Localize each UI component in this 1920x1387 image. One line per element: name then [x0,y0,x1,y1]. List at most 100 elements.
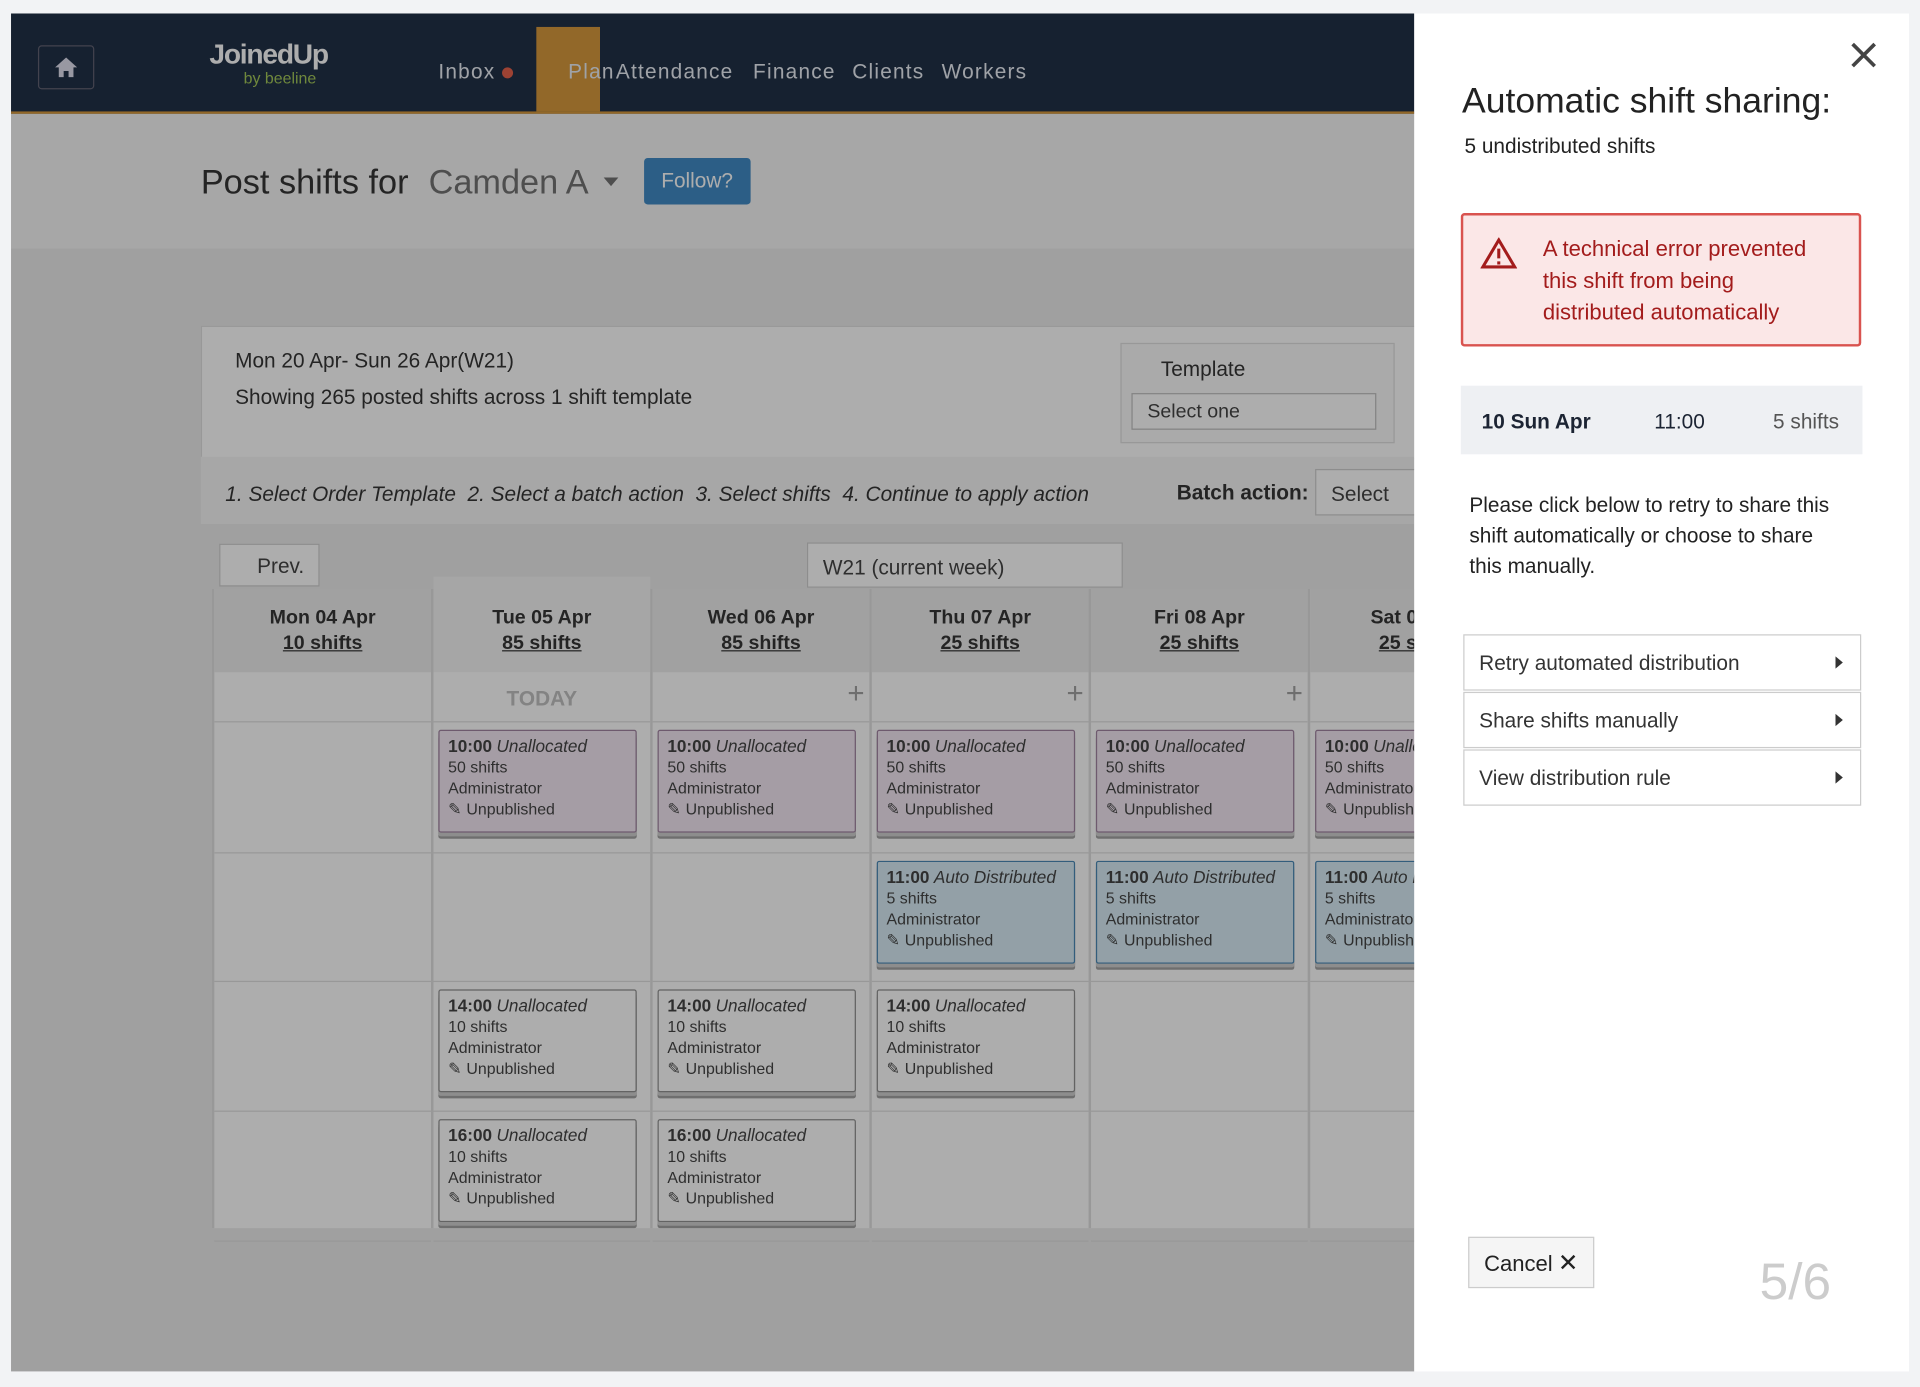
card-state-line: ✎Unpublished [667,798,846,819]
row-line [433,1110,651,1112]
day-count[interactable]: 25 shifts [1159,633,1240,654]
row-line [1310,1110,1415,1112]
card-heading: 11:00 Auto Distributed [887,867,1066,888]
card-time: 14:00 [667,995,712,1016]
card-status: Unallocated [934,995,1026,1016]
row-line [871,1240,1089,1242]
card-status: Unallocated [715,995,807,1016]
pager: 5/6 [1759,1252,1832,1311]
card-state-line: ✎Unpublished [448,798,627,819]
row-line [1310,852,1415,854]
panel-message: Please click below to retry to share thi… [1469,493,1830,578]
week-select[interactable]: W21 (current week) [806,542,1123,588]
card-state-line: ✎Unpublished [1106,798,1285,819]
day-count[interactable]: 85 shifts [721,633,801,654]
card-heading: 10:00 Unallocated [448,736,627,757]
day-count[interactable]: 25 shifts [1378,633,1414,654]
home-button[interactable] [37,45,95,90]
showing: Showing 265 posted shifts across 1 shift… [235,385,693,409]
card-time: 10:00 [1105,735,1150,756]
caret [603,177,619,187]
day-count[interactable]: 10 shifts [282,633,363,654]
card-status: Unallocated [715,735,807,756]
row-line [1091,1110,1308,1112]
card-status: Unallocated [496,1125,587,1145]
add-button[interactable]: + [1066,677,1084,711]
cancel-button[interactable]: Cancel ✕ [1468,1236,1595,1289]
location[interactable]: Camden A [428,162,589,201]
prev-button[interactable]: Prev. [219,543,320,587]
action-item[interactable]: Retry automated distribution [1463,634,1862,691]
day-header: Wed 06 Apr 85 shifts [652,588,870,673]
template-select[interactable]: Select one [1131,393,1377,430]
row-line [214,852,432,854]
batch-select[interactable]: Select [1315,468,1415,516]
shift-card[interactable]: 14:00 Unallocated 10 shifts Administrator ✎… [876,989,1076,1093]
card-heading: 11:00 Auto Distributed [1325,867,1414,888]
pencil-icon: ✎ [886,1059,900,1078]
card-role: Administrator [448,1168,542,1187]
nav-item[interactable]: Plan [568,60,615,84]
nav-item[interactable]: Inbox [438,60,496,84]
pencil-icon: ✎ [1105,799,1120,818]
nav-item[interactable]: Attendance [615,60,734,84]
top-nav: JoinedUp by beeline Inbox Plan Attendance F… [11,13,1415,114]
card-state-line: ✎Unpublished [1106,929,1285,950]
row-line [433,1240,651,1242]
nav-item[interactable]: Clients [852,60,925,84]
cancel-text: Cancel [1484,1251,1553,1276]
brand-sub: by beeline [243,68,317,87]
main-app: JoinedUp by beeline Inbox Plan Attendance F… [11,13,1415,1372]
card-count: 50 shifts [886,757,946,777]
nav-item[interactable]: Finance [753,60,836,84]
card-time: 10:00 [448,735,493,756]
pencil-icon: ✎ [448,1059,462,1078]
action-item[interactable]: Share shifts manually [1463,691,1862,749]
pencil-icon: ✎ [667,799,681,818]
close-icon[interactable] [1849,40,1878,69]
card-state-line: ✎Unpublished [887,929,1066,950]
shift-card[interactable]: 14:00 Unallocated 10 shifts Administrator ✎… [438,989,637,1093]
batch-label: Batch action: [1176,481,1309,505]
card-status: Unallocated [715,1125,807,1145]
pencil-icon: ✎ [1105,930,1120,949]
nav-item[interactable]: Workers [941,60,1028,84]
shift-card[interactable]: 14:00 Unallocated 10 shifts Administrator ✎… [657,989,856,1093]
action-item[interactable]: View distribution rule [1463,749,1862,806]
brand: JoinedUp [209,37,329,70]
card-status: Unallocated [1373,735,1414,756]
card-role: Administrator [1324,778,1415,798]
card-count: 10 shifts [886,1017,946,1036]
add-button[interactable]: + [1285,677,1303,711]
day-count[interactable]: 25 shifts [940,633,1020,654]
card-time: 14:00 [448,995,493,1016]
shift-card[interactable]: 16:00 Unallocated 10 shifts Administrator ✎… [438,1119,637,1223]
card-count: 5 shifts [886,888,937,908]
pencil-icon: ✎ [1324,799,1339,818]
card-status: Unallocated [496,735,587,756]
steps-bar: 1. Select Order Template 2. Select a bat… [200,456,1415,525]
day-name: Mon 04 Apr [269,607,376,629]
shift-card[interactable]: 16:00 Unallocated 10 shifts Administrator ✎… [657,1119,856,1223]
row-line [433,852,651,854]
row-line [652,1240,870,1242]
card-role: Administrator [1105,909,1200,929]
day-name: Tue 05 Apr [492,607,592,629]
schedule-grid: Mon 04 Apr 10 shifts Tue 05 Apr 85 shifts TO… [201,576,1415,1242]
add-button[interactable]: + [847,677,865,711]
follow-button[interactable]: Follow? [644,157,751,205]
row-line [871,1110,1089,1112]
card-role: Administrator [886,1038,981,1057]
card-state: Unpublished [904,799,994,818]
day-count[interactable]: 85 shifts [502,633,582,654]
summary-box: Mon 20 Apr- Sun 26 Apr(W21) Showing 265 … [200,325,1415,460]
row-line [871,852,1089,854]
